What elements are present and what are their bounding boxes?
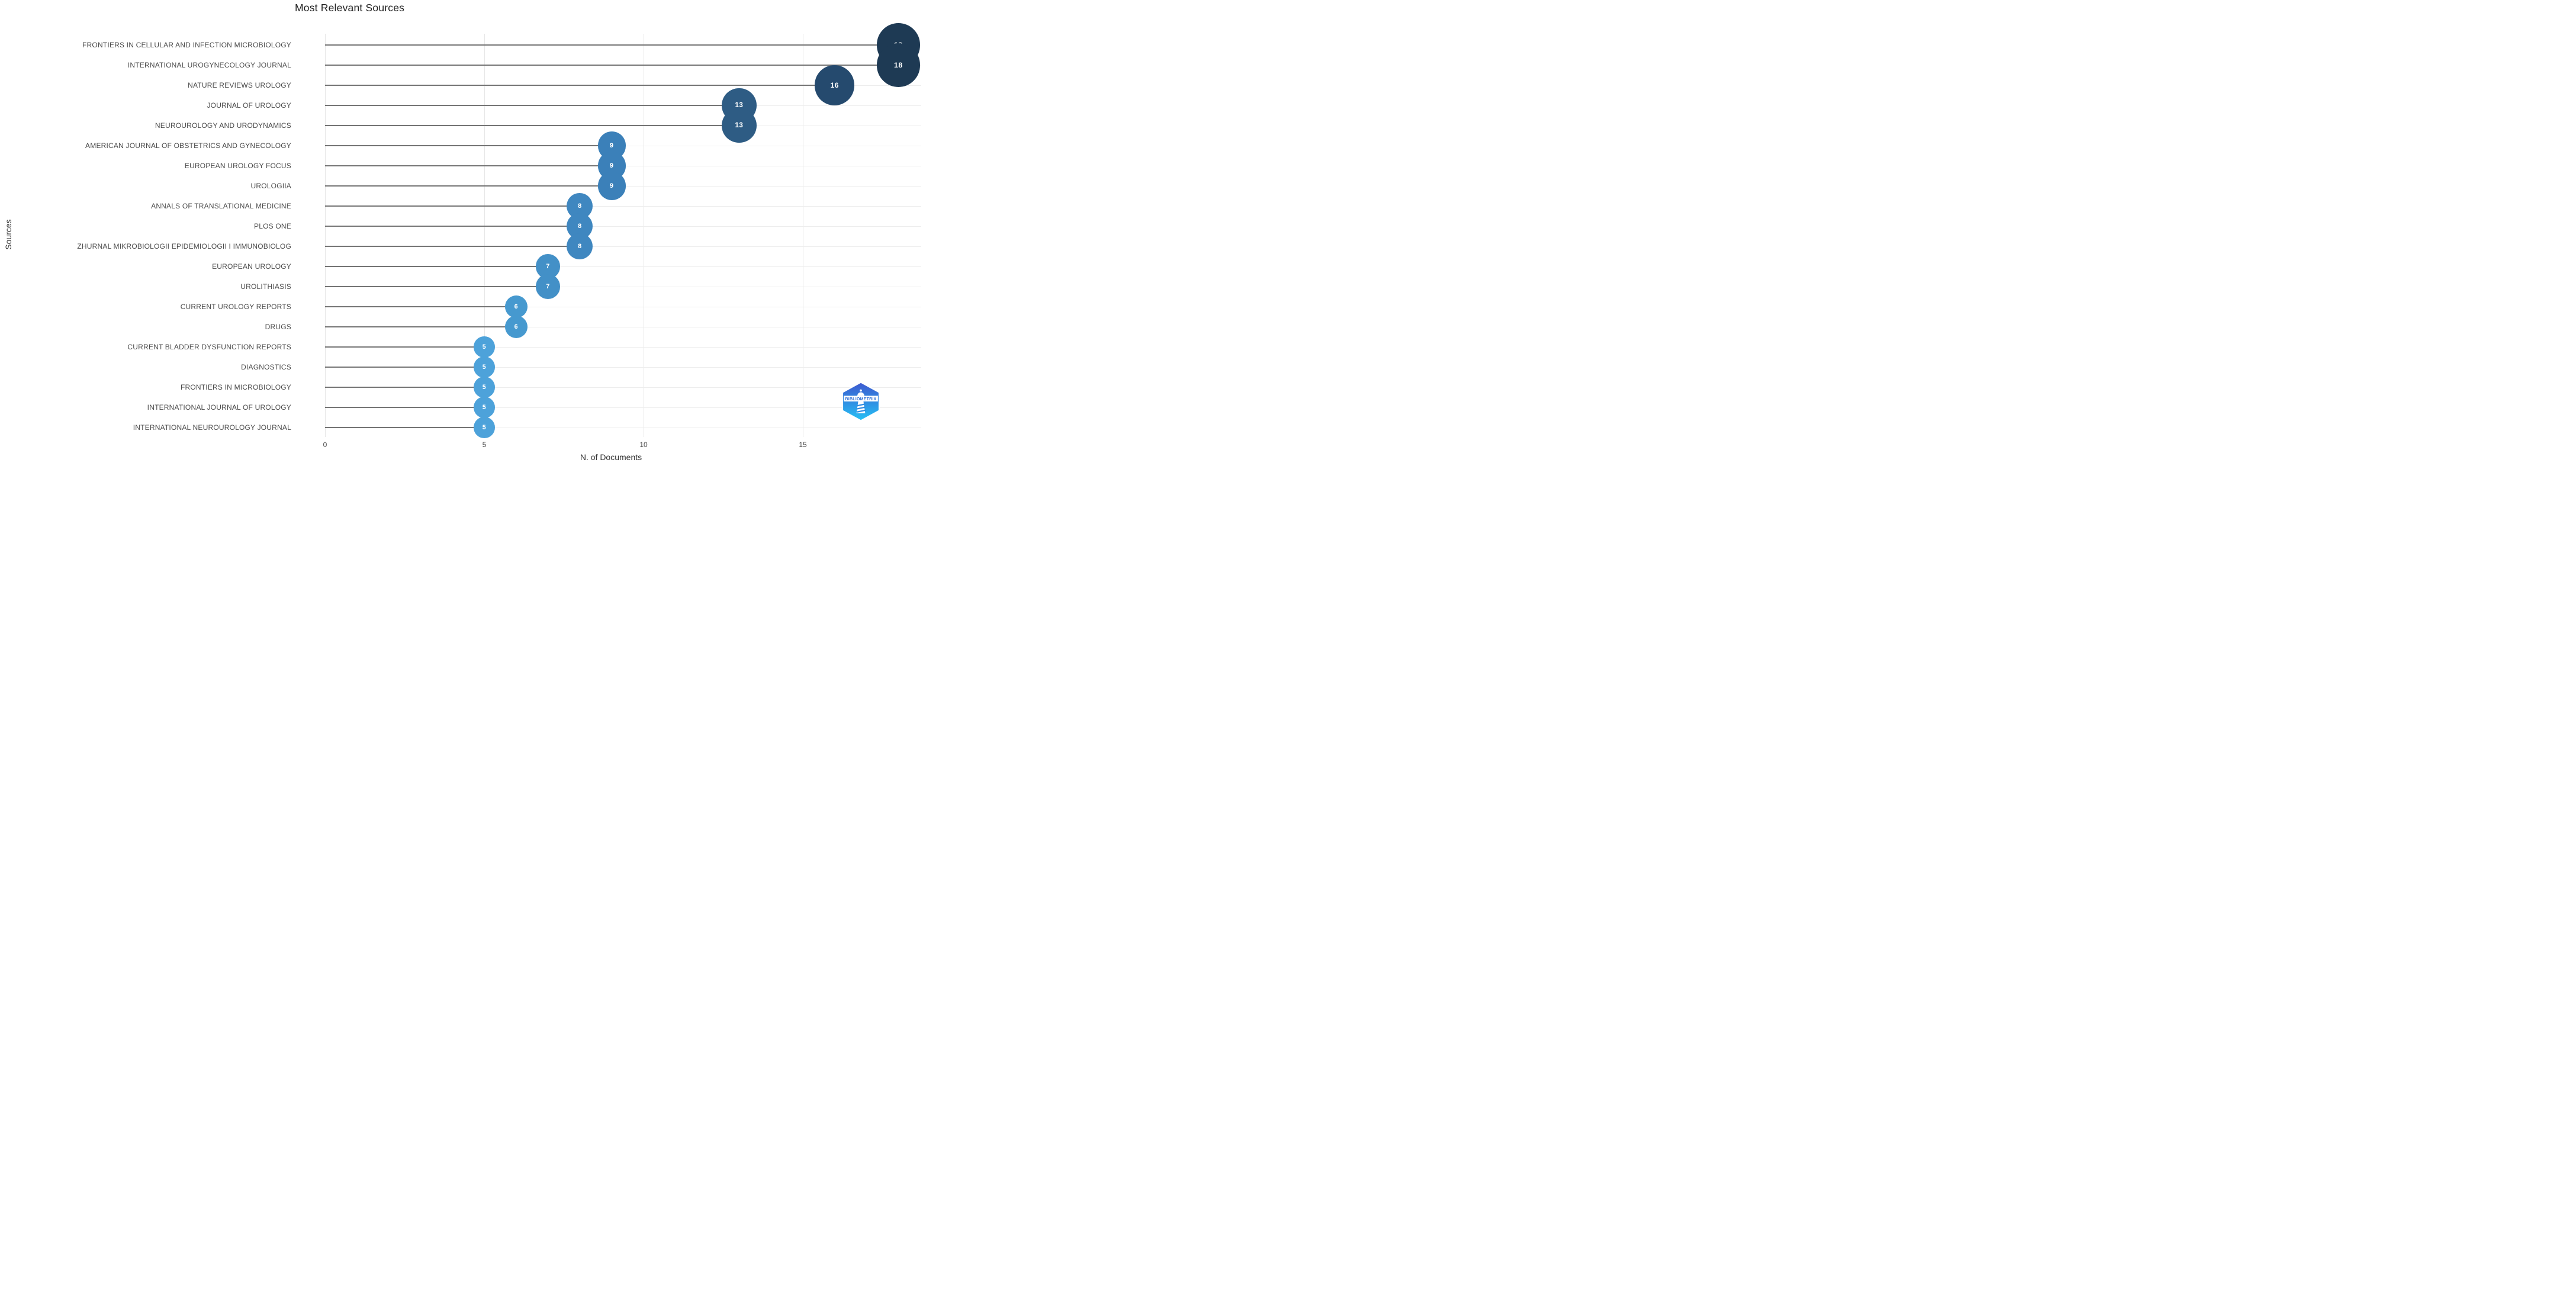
- source-row-label: DRUGS: [265, 323, 291, 331]
- lollipop-stem: [325, 367, 484, 368]
- source-row-label: UROLOGIIA: [250, 182, 291, 190]
- source-row-label: INTERNATIONAL JOURNAL OF UROLOGY: [147, 403, 291, 412]
- source-row-label: FRONTIERS IN CELLULAR AND INFECTION MICR…: [82, 41, 291, 49]
- row-gridline: [325, 206, 921, 207]
- value-bubble: 6: [504, 295, 528, 319]
- source-row-label: NATURE REVIEWS UROLOGY: [188, 81, 291, 89]
- lollipop-stem: [325, 65, 899, 66]
- row-gridline: [325, 387, 921, 388]
- lollipop-stem: [325, 286, 548, 287]
- value-bubble: 8: [567, 233, 593, 260]
- value-bubble: 9: [597, 172, 626, 200]
- source-row-label: JOURNAL OF UROLOGY: [207, 101, 291, 110]
- value-bubble: 6: [504, 315, 528, 339]
- source-row-label: UROLITHIASIS: [240, 282, 291, 291]
- value-bubble: 5: [474, 336, 495, 358]
- lollipop-stem: [325, 226, 580, 227]
- lollipop-stem: [325, 346, 484, 348]
- source-row-label: INTERNATIONAL UROGYNECOLOGY JOURNAL: [127, 61, 291, 69]
- lollipop-stem: [325, 145, 612, 146]
- chart-title: Most Relevant Sources: [295, 2, 405, 14]
- x-tick-label: 0: [323, 441, 327, 449]
- source-row-label: ZHURNAL MIKROBIOLOGII EPIDEMIOLOGII I IM…: [77, 242, 291, 250]
- row-gridline: [325, 226, 921, 227]
- source-row-label: EUROPEAN UROLOGY: [212, 262, 291, 271]
- row-gridline: [325, 367, 921, 368]
- lollipop-stem: [325, 85, 835, 86]
- row-gridline: [325, 266, 921, 267]
- value-bubble: 16: [815, 65, 855, 105]
- source-row-label: DIAGNOSTICS: [241, 363, 291, 371]
- source-row-label: CURRENT BLADDER DYSFUNCTION REPORTS: [127, 343, 291, 351]
- lollipop-stem: [325, 205, 580, 207]
- value-bubble: 5: [474, 417, 495, 438]
- lollipop-stem: [325, 326, 516, 327]
- x-gridline: [484, 34, 485, 437]
- lollipop-stem: [325, 407, 484, 408]
- y-axis-title: Sources: [4, 219, 13, 250]
- lollipop-stem: [325, 185, 612, 187]
- x-tick-label: 15: [799, 441, 807, 449]
- source-row-label: INTERNATIONAL NEUROUROLOGY JOURNAL: [133, 423, 291, 432]
- source-row-label: FRONTIERS IN MICROBIOLOGY: [180, 383, 291, 391]
- source-row-label: NEUROUROLOGY AND URODYNAMICS: [155, 121, 291, 130]
- x-tick-label: 5: [482, 441, 487, 449]
- lollipop-stem: [325, 266, 548, 267]
- x-axis-title: N. of Documents: [580, 452, 642, 462]
- bibliometrix-logo: BIBLIOMETRIX: [841, 381, 880, 422]
- value-bubble: 5: [474, 377, 495, 398]
- row-gridline: [325, 407, 921, 408]
- lollipop-stem: [325, 165, 612, 166]
- lollipop-stem: [325, 306, 516, 307]
- row-gridline: [325, 347, 921, 348]
- source-row-label: AMERICAN JOURNAL OF OBSTETRICS AND GYNEC…: [85, 142, 291, 150]
- row-gridline: [325, 246, 921, 247]
- lollipop-stem: [325, 125, 739, 126]
- value-bubble: 5: [474, 397, 495, 418]
- lollipop-stem: [325, 387, 484, 388]
- most-relevant-sources-chart: Most Relevant Sources Sources N. of Docu…: [0, 0, 928, 467]
- lollipop-stem: [325, 44, 899, 46]
- x-gridline: [325, 34, 326, 437]
- bibliometrix-logo-text: BIBLIOMETRIX: [845, 397, 877, 401]
- source-row-label: ANNALS OF TRANSLATIONAL MEDICINE: [151, 202, 291, 210]
- source-row-label: CURRENT UROLOGY REPORTS: [180, 303, 291, 311]
- value-bubble: 7: [535, 274, 561, 299]
- lollipop-stem: [325, 246, 580, 247]
- value-bubble: 18: [876, 43, 920, 87]
- value-bubble: 5: [474, 356, 495, 378]
- source-row-label: EUROPEAN UROLOGY FOCUS: [184, 162, 291, 170]
- value-bubble: 13: [722, 108, 757, 143]
- source-row-label: PLOS ONE: [254, 222, 291, 230]
- hexagon-badge-icon: BIBLIOMETRIX: [841, 381, 880, 422]
- lollipop-stem: [325, 105, 739, 106]
- lollipop-stem: [325, 427, 484, 428]
- x-tick-label: 10: [639, 441, 648, 449]
